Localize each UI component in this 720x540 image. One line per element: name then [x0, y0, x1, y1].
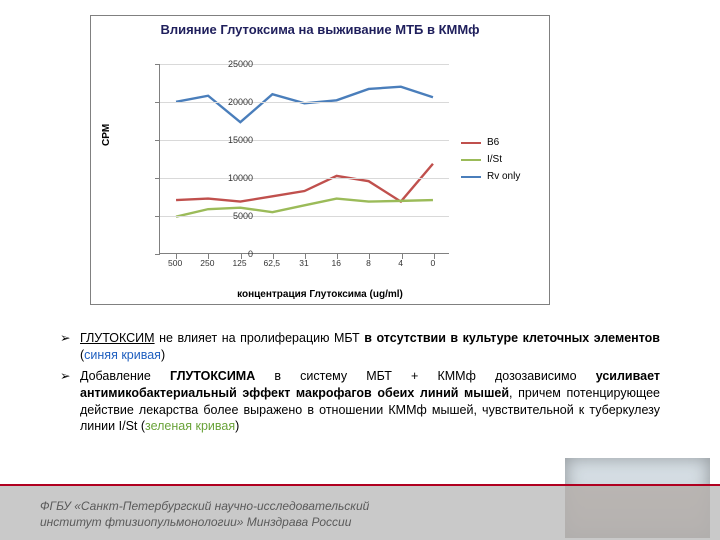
footer-red-stripe	[0, 484, 720, 486]
xtick-label: 62,5	[263, 258, 280, 268]
bullet-item: ➢ГЛУТОКСИМ не влияет на пролиферацию МБТ…	[60, 330, 660, 364]
ytick-label: 25000	[203, 59, 253, 69]
legend-label: I/St	[487, 154, 502, 165]
legend-swatch	[461, 176, 481, 178]
bullet-text: Добавление ГЛУТОКСИМА в систему МБТ + КМ…	[80, 368, 660, 436]
legend-item: I/St	[461, 154, 520, 165]
footer: ФГБУ «Санкт-Петербургский научно-исследо…	[0, 480, 720, 540]
legend: B6 I/St Rv only	[461, 131, 520, 188]
bullet-marker: ➢	[60, 330, 80, 364]
chart-title: Влияние Глутоксима на выживание МТБ в КМ…	[91, 16, 549, 42]
ytick-label: 15000	[203, 135, 253, 145]
legend-swatch	[461, 142, 481, 144]
bullet-text: ГЛУТОКСИМ не влияет на пролиферацию МБТ …	[80, 330, 660, 364]
bullet-list: ➢ГЛУТОКСИМ не влияет на пролиферацию МБТ…	[60, 330, 660, 439]
xtick-label: 500	[168, 258, 182, 268]
chart-container: Влияние Глутоксима на выживание МТБ в КМ…	[90, 15, 550, 305]
legend-item: B6	[461, 137, 520, 148]
legend-label: B6	[487, 137, 499, 148]
chart-svg	[160, 64, 449, 253]
legend-item: Rv only	[461, 171, 520, 182]
bullet-marker: ➢	[60, 368, 80, 436]
ytick-label: 10000	[203, 173, 253, 183]
ytick-label: 5000	[203, 211, 253, 221]
footer-text: ФГБУ «Санкт-Петербургский научно-исследо…	[40, 498, 369, 530]
xtick-label: 250	[200, 258, 214, 268]
legend-label: Rv only	[487, 171, 520, 182]
plot-box	[159, 64, 449, 254]
xtick-label: 4	[398, 258, 403, 268]
xtick-label: 16	[331, 258, 340, 268]
legend-swatch	[461, 159, 481, 161]
xaxis-title: концентрация Глутоксима (ug/ml)	[91, 289, 549, 300]
bullet-item: ➢Добавление ГЛУТОКСИМА в систему МБТ + К…	[60, 368, 660, 436]
footer-line2: институт фтизиопульмонологии» Минздрава …	[40, 514, 369, 530]
footer-line1: ФГБУ «Санкт-Петербургский научно-исследо…	[40, 498, 369, 514]
yaxis-title: CPM	[101, 124, 112, 146]
xtick-label: 125	[232, 258, 246, 268]
xtick-label: 0	[431, 258, 436, 268]
xtick-label: 31	[299, 258, 308, 268]
xtick-label: 8	[366, 258, 371, 268]
ytick-label: 20000	[203, 97, 253, 107]
